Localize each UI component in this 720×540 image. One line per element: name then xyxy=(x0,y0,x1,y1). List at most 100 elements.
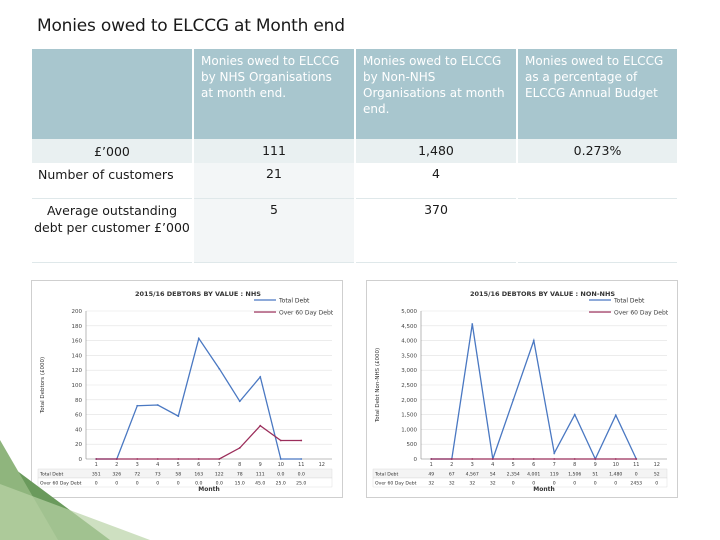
data-table-cell: 72 xyxy=(134,472,140,478)
data-point xyxy=(532,458,535,460)
data-table-row-label: Total Debt xyxy=(39,472,63,478)
row-label-average: Average outstanding debt per customer £’… xyxy=(32,198,194,263)
x-tick-label: 10 xyxy=(278,462,284,468)
x-tick-label: 10 xyxy=(613,462,619,468)
x-tick-label: 6 xyxy=(197,462,200,468)
table-row: Number of customers 21 4 xyxy=(32,163,679,199)
cell-percentage-value: 0.273% xyxy=(517,139,679,163)
header-non-nhs: Monies owed to ELCCG by Non-NHS Organisa… xyxy=(355,49,518,139)
data-table-cell: 32 xyxy=(428,481,434,487)
data-table-cell: 0 xyxy=(95,481,98,487)
y-tick-label: 3,500 xyxy=(401,353,417,359)
data-point xyxy=(300,458,303,460)
legend-entry: Total Debt xyxy=(613,298,645,305)
data-table-cell: 111 xyxy=(256,472,265,478)
data-point xyxy=(491,458,494,460)
summary-table: Monies owed to ELCCG by NHS Organisation… xyxy=(32,49,679,263)
data-table-row xyxy=(372,468,668,479)
data-table-cell: 0 xyxy=(512,481,515,487)
data-table-cell: 52 xyxy=(654,472,660,478)
x-tick-label: 9 xyxy=(594,462,597,468)
data-point xyxy=(471,458,474,460)
data-table-cell: 58 xyxy=(175,472,181,478)
y-tick-label: 100 xyxy=(72,383,83,389)
data-point xyxy=(553,458,556,460)
data-table-cell: 32 xyxy=(449,481,455,487)
header-nhs: Monies owed to ELCCG by NHS Organisation… xyxy=(193,49,356,139)
y-tick-label: 200 xyxy=(72,309,83,315)
data-table-cell: 2,354 xyxy=(507,472,520,478)
data-point xyxy=(136,458,139,460)
summary-header-row: Monies owed to ELCCG by NHS Organisation… xyxy=(32,49,679,139)
y-tick-label: 180 xyxy=(72,324,83,330)
data-table-cell: 1,480 xyxy=(609,472,622,478)
chart-non-nhs: 2015/16 DEBTORS BY VALUE : NON-NHSTotal … xyxy=(372,290,669,493)
data-table-cell: 45.0 xyxy=(255,481,265,487)
cell-non-nhs-customers: 4 xyxy=(355,163,518,199)
y-tick-label: 5,000 xyxy=(401,309,417,315)
cell-non-nhs-average: 370 xyxy=(355,198,518,263)
data-point xyxy=(259,424,262,427)
data-point xyxy=(197,458,200,460)
data-point xyxy=(450,458,453,460)
slide-title: Monies owed to ELCCG at Month end xyxy=(37,16,345,36)
data-point xyxy=(238,400,241,403)
data-point xyxy=(279,458,282,460)
chart-panel-non-nhs: 2015/16 DEBTORS BY VALUE : NON-NHS Total … xyxy=(366,280,678,498)
data-point xyxy=(279,439,282,442)
x-tick-label: 5 xyxy=(177,462,180,468)
header-percentage: Monies owed to ELCCG as a percentage of … xyxy=(517,49,679,139)
chart-title: 2015/16 DEBTORS BY VALUE : NHS xyxy=(135,290,261,298)
x-tick-label: 3 xyxy=(471,462,474,468)
cell-nhs-customers: 21 xyxy=(193,163,356,199)
data-point xyxy=(573,413,576,416)
data-table-cell: 32 xyxy=(490,481,496,487)
data-point xyxy=(238,447,241,449)
legend-entry: Over 60 Day Debt xyxy=(279,310,334,317)
x-tick-label: 8 xyxy=(573,462,576,468)
data-table-cell: 2453 xyxy=(630,481,642,487)
data-table-cell: 73 xyxy=(155,472,161,478)
y-tick-label: 2,500 xyxy=(401,383,417,389)
series-line-total-debt xyxy=(431,323,637,461)
data-table-cell: 0.0 xyxy=(298,472,305,478)
x-axis-label: Month xyxy=(533,486,555,493)
data-table-cell: 0 xyxy=(136,481,139,487)
y-tick-label: 0 xyxy=(414,457,418,463)
x-tick-label: 7 xyxy=(218,462,221,468)
x-tick-label: 5 xyxy=(512,462,515,468)
x-tick-label: 12 xyxy=(654,462,660,468)
data-table-cell: 326 xyxy=(112,472,121,478)
data-table-cell: 0 xyxy=(573,481,576,487)
legend-entry: Over 60 Day Debt xyxy=(614,310,669,317)
legend-entry: Total Debt xyxy=(278,298,310,305)
data-table-cell: 163 xyxy=(194,472,203,478)
data-point xyxy=(218,367,221,370)
data-table-row-label: Over 60 Day Debt xyxy=(40,481,82,487)
x-tick-label: 4 xyxy=(491,462,494,468)
data-point xyxy=(532,339,535,342)
data-table-cell: 25.0 xyxy=(296,481,306,487)
y-tick-label: 160 xyxy=(72,339,83,345)
data-point xyxy=(197,337,200,340)
data-table-cell: 0 xyxy=(532,481,535,487)
data-table-cell: 32 xyxy=(469,481,475,487)
y-tick-label: 80 xyxy=(75,398,82,404)
data-table-row-label: Over 60 Day Debt xyxy=(375,481,417,487)
data-table-cell: 67 xyxy=(449,472,455,478)
data-table-row xyxy=(37,477,333,488)
y-tick-label: 4,500 xyxy=(401,324,417,330)
data-table-cell: 15.0 xyxy=(235,481,245,487)
row-label-customers: Number of customers xyxy=(32,163,194,199)
data-point xyxy=(156,404,159,406)
header-blank-cell xyxy=(32,49,194,139)
x-tick-label: 1 xyxy=(430,462,433,468)
row-label-value: £’000 xyxy=(32,139,194,163)
data-table-cell: 0.0 xyxy=(277,472,284,478)
data-table-cell: 0 xyxy=(115,481,118,487)
data-table-cell: 122 xyxy=(215,472,224,478)
data-point xyxy=(594,458,597,460)
data-point xyxy=(177,458,180,460)
decorative-corner-shape xyxy=(0,440,150,540)
data-point xyxy=(553,452,556,454)
